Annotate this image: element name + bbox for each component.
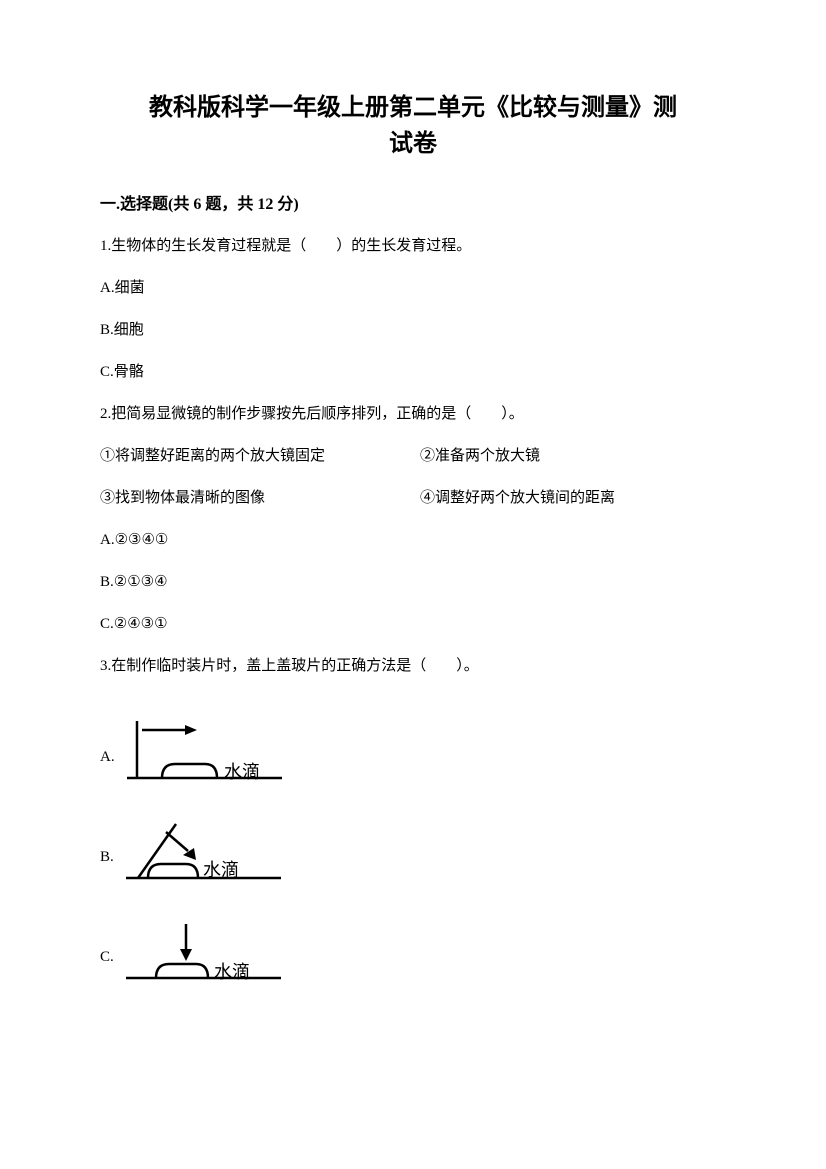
title-line-2: 试卷 — [100, 126, 726, 162]
svg-text:水滴: 水滴 — [203, 860, 239, 880]
question-2: 2.把简易显微镜的制作步骤按先后顺序排列，正确的是（ ）。 — [100, 402, 726, 426]
q1-option-c: C.骨骼 — [100, 360, 726, 384]
title-line-1: 教科版科学一年级上册第二单元《比较与测量》测 — [100, 90, 726, 126]
q3-option-b-figure: B. 水滴 — [100, 816, 726, 886]
question-3: 3.在制作临时装片时，盖上盖玻片的正确方法是（ ）。 — [100, 654, 726, 678]
svg-text:水滴: 水滴 — [214, 962, 250, 982]
q3-option-b-label: B. — [100, 849, 114, 886]
q3-option-a-figure: A. 水滴 — [100, 716, 726, 786]
q2-option-c: C.②④③① — [100, 612, 726, 636]
q2-sub-3: ③找到物体最清晰的图像 — [100, 486, 420, 510]
q2-option-b: B.②①③④ — [100, 570, 726, 594]
q3-option-c-label: C. — [100, 949, 114, 986]
page-title: 教科版科学一年级上册第二单元《比较与测量》测 试卷 — [100, 90, 726, 162]
q3-option-c-figure: C. 水滴 — [100, 916, 726, 986]
q2-sub-1: ①将调整好距离的两个放大镜固定 — [100, 444, 420, 468]
question-1: 1.生物体的生长发育过程就是（ ）的生长发育过程。 — [100, 234, 726, 258]
q2-sub-4: ④调整好两个放大镜间的距离 — [420, 486, 615, 510]
q2-sub-2: ②准备两个放大镜 — [420, 444, 540, 468]
q2-sub-items-2: ③找到物体最清晰的图像 ④调整好两个放大镜间的距离 — [100, 486, 726, 510]
q3-option-a-label: A. — [100, 749, 115, 786]
q2-option-a: A.②③④① — [100, 528, 726, 552]
svg-text:水滴: 水滴 — [224, 762, 260, 782]
q2-sub-items: ①将调整好距离的两个放大镜固定 ②准备两个放大镜 — [100, 444, 726, 468]
q1-option-a: A.细菌 — [100, 276, 726, 300]
figure-b-icon: 水滴 — [126, 816, 286, 886]
section-header: 一.选择题(共 6 题，共 12 分) — [100, 190, 726, 214]
figure-a-icon: 水滴 — [127, 716, 287, 786]
q1-option-b: B.细胞 — [100, 318, 726, 342]
figure-c-icon: 水滴 — [126, 916, 286, 986]
